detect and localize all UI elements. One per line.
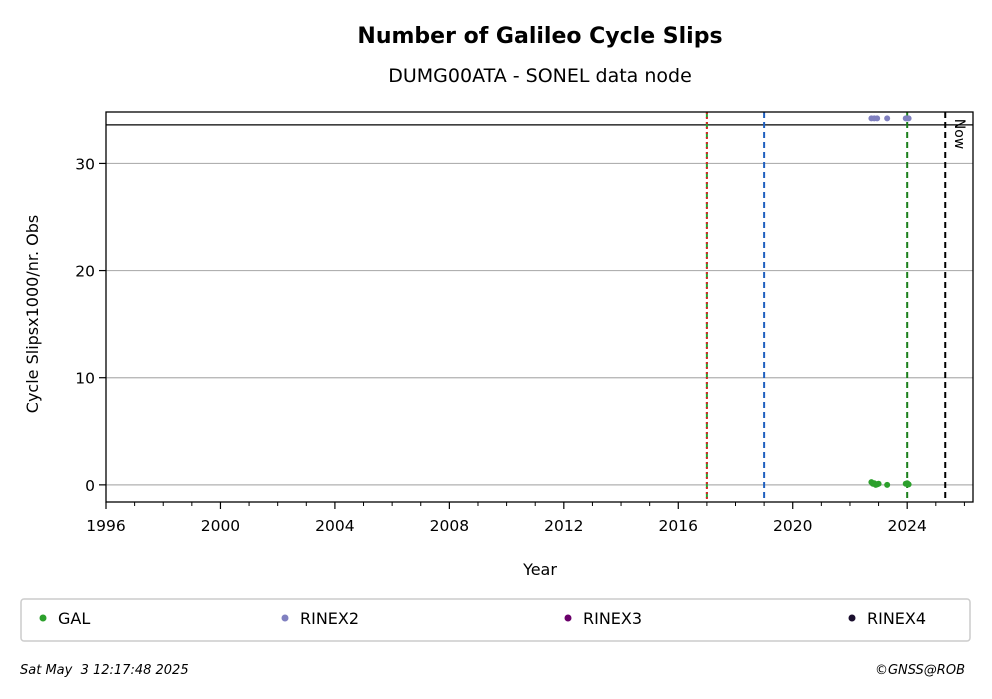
chart-subtitle: DUMG00ATA - SONEL data node: [388, 65, 692, 87]
y-tick-label: 10: [75, 370, 95, 388]
plot-frame: [105, 111, 974, 503]
y-tick-label: 0: [85, 477, 95, 495]
footer-timestamp: Sat May 3 12:17:48 2025: [20, 663, 189, 678]
x-tick-label: 2016: [659, 517, 698, 535]
x-tick-label: 2012: [544, 517, 583, 535]
legend-marker: [848, 614, 856, 622]
data-point: [874, 115, 881, 122]
data-point: [884, 115, 891, 122]
data-point: [884, 481, 891, 488]
legend-marker: [564, 614, 572, 622]
now-label: Now: [951, 119, 967, 150]
reference-lines: Now: [705, 112, 967, 502]
footer-copyright: ©GNSS@ROB: [875, 663, 965, 678]
y-tick-label: 20: [75, 263, 95, 281]
legend-marker: [39, 614, 47, 622]
x-tick-label: 2004: [315, 517, 354, 535]
chart-title: Number of Galileo Cycle Slips: [357, 24, 722, 49]
x-tick-label: 2024: [887, 517, 926, 535]
legend-label: RINEX2: [300, 609, 359, 628]
legend-label: GAL: [58, 609, 90, 628]
x-tick-label: 2020: [773, 517, 812, 535]
x-tick-label: 1996: [86, 517, 125, 535]
legend-box: [20, 598, 971, 642]
legend-label: RINEX3: [583, 609, 642, 628]
axes: 1996 2000 2004 2008 2012 2016 2020 2024 0 10 20 30: [75, 111, 974, 535]
x-tick-label: 2000: [201, 517, 240, 535]
data-points: [868, 115, 912, 488]
x-axis-label: Year: [522, 560, 557, 579]
legend: GAL RINEX2 RINEX3 RINEX4: [20, 598, 971, 642]
data-point: [875, 480, 882, 487]
data-point: [905, 115, 912, 122]
y-axis-label: Cycle Slipsx1000/nr. Obs: [23, 215, 42, 413]
grid-lines: [106, 124, 973, 486]
y-tick-label: 30: [75, 155, 95, 173]
data-point: [905, 481, 912, 488]
legend-marker: [281, 614, 289, 622]
legend-label: RINEX4: [867, 609, 926, 628]
x-tick-label: 2008: [430, 517, 469, 535]
